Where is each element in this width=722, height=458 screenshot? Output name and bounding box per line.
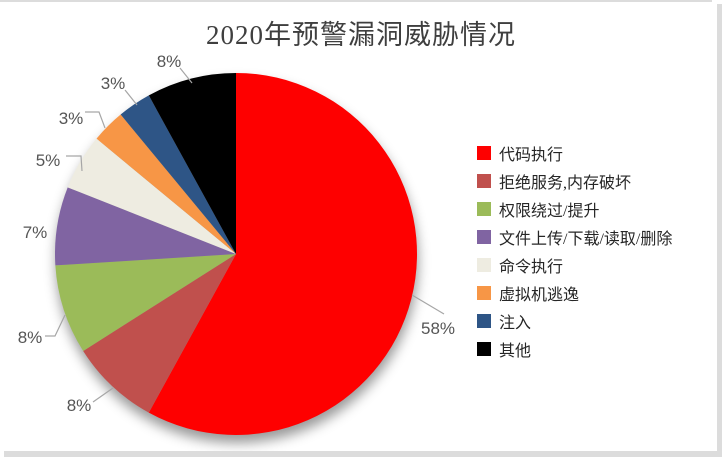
chart-title: 2020年预警漏洞威胁情况 [206, 20, 516, 50]
legend-label: 其他 [499, 343, 532, 360]
legend-label: 拒绝服务,内存破坏 [499, 175, 632, 192]
slice-percent-label-6: 3% [101, 74, 126, 93]
legend-swatch [477, 230, 491, 244]
leader-line-2 [45, 314, 66, 337]
pie-slice-6 [120, 95, 236, 254]
legend-label: 权限绕过/提升 [499, 203, 600, 220]
frame-shadow-bottom [4, 451, 722, 457]
legend-item: 其他 [477, 335, 672, 363]
leader-line-7 [179, 67, 193, 84]
legend-item: 命令执行 [477, 251, 672, 279]
legend-label: 代码执行 [499, 147, 564, 164]
legend: 代码执行 拒绝服务,内存破坏 权限绕过/提升 文件上传/下载/读取/删除 命令执… [477, 139, 672, 363]
pie-slice-0 [148, 73, 418, 435]
leader-line-0 [411, 294, 445, 315]
leader-line-4 [66, 155, 83, 172]
pie-slice-5 [96, 114, 236, 254]
pie-slice-3 [55, 187, 236, 266]
slice-percent-label-7: 8% [157, 52, 182, 71]
slice-percent-label-4: 5% [36, 151, 61, 170]
legend-label: 注入 [499, 315, 532, 332]
legend-swatch [477, 286, 491, 300]
legend-label: 命令执行 [499, 259, 564, 276]
slice-percent-label-1: 8% [67, 396, 92, 415]
pie-slice-2 [55, 254, 236, 351]
legend-item: 拒绝服务,内存破坏 [477, 167, 672, 195]
legend-swatch [477, 314, 491, 328]
legend-swatch [477, 202, 491, 216]
legend-item: 注入 [477, 307, 672, 335]
legend-swatch [477, 258, 491, 272]
legend-swatch [477, 146, 491, 160]
legend-item: 文件上传/下载/读取/删除 [477, 223, 672, 251]
slice-percent-label-5: 3% [59, 109, 84, 128]
slice-percent-label-3: 7% [23, 223, 48, 242]
legend-swatch [477, 342, 491, 356]
legend-item: 权限绕过/提升 [477, 195, 672, 223]
legend-label: 文件上传/下载/读取/删除 [499, 231, 673, 248]
leader-line-1 [92, 387, 114, 403]
leader-line-5 [85, 111, 106, 129]
frame-shadow-top [0, 0, 712, 2]
legend-label: 虚拟机逃逸 [499, 287, 580, 304]
pie-slice-1 [83, 254, 237, 413]
slice-percent-label-0: 58% [421, 319, 455, 338]
legend-swatch [477, 174, 491, 188]
leader-line-6 [124, 89, 138, 106]
pie-slice-7 [148, 73, 236, 254]
pie-slice-4 [67, 138, 237, 254]
legend-item: 虚拟机逃逸 [477, 279, 672, 307]
frame-shadow-right [717, 4, 722, 454]
slice-percent-label-2: 8% [18, 328, 43, 347]
legend-item: 代码执行 [477, 139, 672, 167]
pie-slices [55, 73, 418, 435]
